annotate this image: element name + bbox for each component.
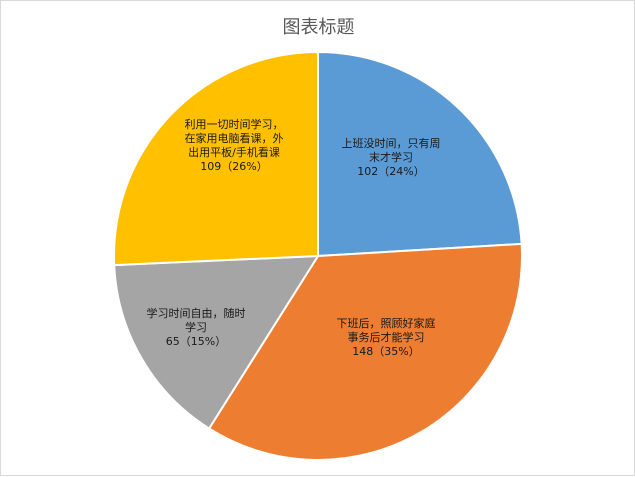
slice-label-1: 上班没时间，只有周末才学习 102（24%） <box>342 136 441 178</box>
slice-label-line: 学习时间自由，随时 <box>147 306 246 320</box>
slice-value-label: 102（24%） <box>357 165 424 178</box>
slice-label-line: 上班没时间，只有周 <box>342 136 441 150</box>
slice-label-4: 利用一切时间学习，在家用电脑看课，外出用平板/手机看课 109（26%） <box>185 117 284 173</box>
slice-label-2: 下班后，照顾好家庭事务后才能学习 148（35%） <box>337 316 436 358</box>
slice-label-line: 在家用电脑看课，外 <box>185 131 284 145</box>
slice-label-line: 末才学习 <box>369 150 413 164</box>
slice-value-label: 65（15%） <box>166 335 226 348</box>
pie-slice-1 <box>317 50 523 258</box>
pie-slice-4 <box>113 50 319 267</box>
slice-value-label: 148（35%） <box>352 345 419 358</box>
slice-value-label: 109（26%） <box>200 160 267 173</box>
pie-slice-3 <box>113 254 320 430</box>
slice-label-line: 利用一切时间学习， <box>185 117 284 131</box>
slice-label-line: 事务后才能学习 <box>348 330 425 344</box>
pie-slice-2 <box>207 242 523 461</box>
slice-label-line: 出用平板/手机看课 <box>188 145 280 159</box>
slice-label-line: 下班后，照顾好家庭 <box>337 316 436 330</box>
slice-label-line: 学习 <box>185 320 207 334</box>
chart-title: 图表标题 <box>282 17 355 38</box>
slice-label-3: 学习时间自由，随时学习 65（15%） <box>147 306 246 348</box>
